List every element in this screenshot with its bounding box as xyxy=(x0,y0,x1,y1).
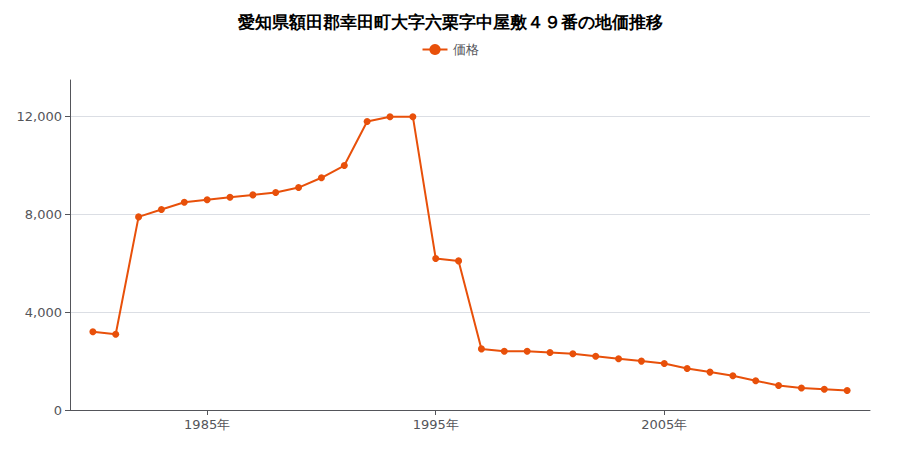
svg-text:愛知県額田郡幸田町大字六栗字中屋敷４９番の地価推移: 愛知県額田郡幸田町大字六栗字中屋敷４９番の地価推移 xyxy=(238,12,663,32)
svg-text:8,000: 8,000 xyxy=(25,207,62,222)
svg-text:0: 0 xyxy=(54,403,62,418)
svg-text:12,000: 12,000 xyxy=(17,109,63,124)
svg-text:4,000: 4,000 xyxy=(25,305,62,320)
svg-text:2005年: 2005年 xyxy=(641,417,687,432)
svg-text:1995年: 1995年 xyxy=(413,417,459,432)
svg-text:価格: 価格 xyxy=(453,42,479,57)
svg-text:1985年: 1985年 xyxy=(184,417,230,432)
